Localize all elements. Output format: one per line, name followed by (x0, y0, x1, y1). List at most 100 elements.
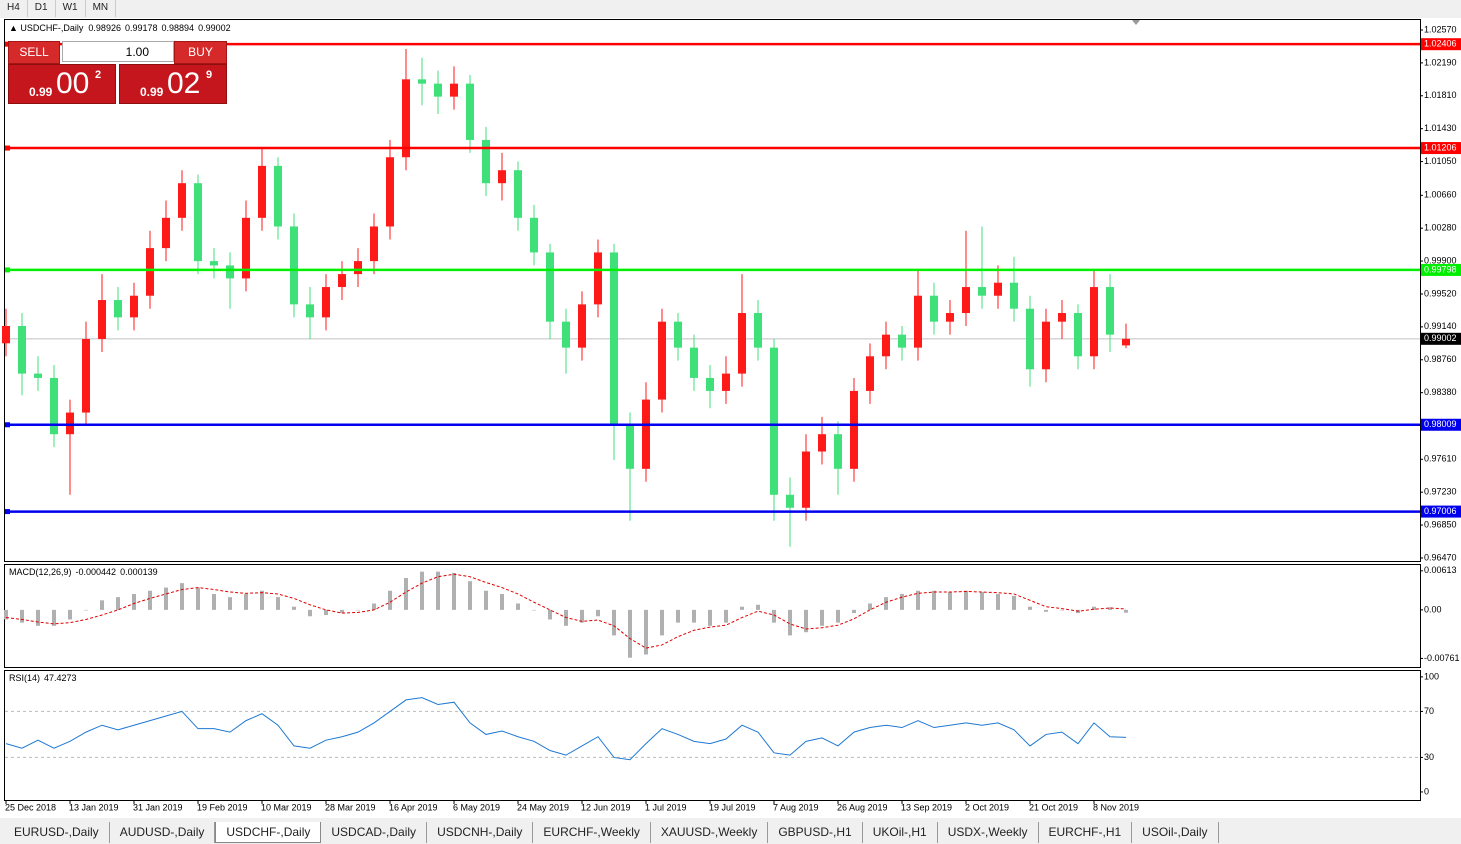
macd-signal-value: 0.000139 (120, 567, 158, 577)
x-tick-label: 24 May 2019 (517, 802, 569, 812)
chart-tab[interactable]: USDCHF-,Daily (215, 822, 322, 843)
timeframe-button[interactable]: D1 (28, 0, 56, 17)
macd-bar (1108, 607, 1112, 610)
macd-bar (1012, 595, 1016, 610)
chart-tab[interactable]: EURCHF-,Weekly (533, 822, 651, 843)
candle-body (370, 226, 378, 262)
candle-body (642, 399, 650, 469)
candle-body (786, 494, 794, 508)
macd-bar (900, 593, 904, 610)
candle-body (610, 252, 618, 426)
candle-body (754, 313, 762, 348)
chart-tab[interactable]: USOil-,Daily (1132, 822, 1219, 843)
chart-title: USDCHF-,Daily (20, 23, 84, 33)
level-label: 0.97006 (1424, 506, 1457, 516)
ohlc-low: 0.98894 (162, 23, 195, 33)
chart-tab[interactable]: UKOil-,H1 (862, 822, 938, 843)
buy-button[interactable]: BUY (174, 41, 227, 64)
macd-bar (276, 597, 280, 610)
macd-bar (228, 597, 232, 610)
ohlc-high: 0.99178 (125, 23, 158, 33)
price-point: 9 (206, 69, 213, 81)
chart-tab[interactable]: GBPUSD-,H1 (768, 822, 863, 843)
candle-body (18, 326, 26, 374)
macd-header: MACD(12,26,9) -0.000442 0.000139 (9, 567, 158, 577)
lot-input[interactable]: 1.00 (62, 41, 174, 62)
level-anchor (5, 509, 10, 515)
y-tick-label: 0.98760 (1424, 354, 1457, 364)
y-tick-label: 0.97610 (1424, 454, 1457, 464)
level-tag (1421, 505, 1461, 518)
chart-tab[interactable]: USDX-,Weekly (937, 822, 1039, 843)
macd-bar (516, 603, 520, 610)
main-panel (4, 19, 1421, 562)
macd-bar (692, 609, 696, 623)
chart-tab[interactable]: USDCNH-,Daily (427, 822, 534, 843)
x-tick-label: 2 Oct 2019 (965, 802, 1009, 812)
level-anchor (5, 41, 10, 47)
candle-body (450, 83, 458, 97)
candle-body (1010, 282, 1018, 309)
rsi-panel (4, 670, 1421, 801)
chart-tab[interactable]: AUDUSD-,Daily (109, 822, 216, 843)
chart-tab[interactable]: EURUSD-,Daily (4, 822, 110, 843)
candle-body (1058, 313, 1066, 322)
candle-body (1090, 287, 1098, 357)
candle-body (162, 217, 170, 249)
x-tick-label: 25 Dec 2018 (5, 802, 56, 812)
macd-bar (244, 593, 248, 610)
x-tick-label: 19 Feb 2019 (197, 802, 248, 812)
macd-bar (852, 609, 856, 614)
timeframe-button[interactable]: H4 (0, 0, 28, 17)
candle-body (178, 183, 186, 218)
x-tick-label: 10 Mar 2019 (261, 802, 312, 812)
candle-body (418, 79, 426, 84)
ohlc-close: 0.99002 (198, 23, 231, 33)
level-label: 1.01206 (1424, 142, 1457, 152)
sell-price[interactable]: 0.99 00 2 (8, 64, 116, 104)
macd-bar (500, 593, 504, 610)
candle-body (1122, 338, 1130, 346)
macd-bar (676, 609, 680, 623)
chart-header: ▲ USDCHF-,Daily 0.98926 0.99178 0.98894 0.99… (9, 23, 231, 33)
timeframe-button[interactable]: W1 (56, 0, 86, 17)
candle-body (946, 313, 954, 322)
ohlc-open: 0.98926 (88, 23, 121, 33)
x-tick-label: 8 Nov 2019 (1093, 802, 1139, 812)
macd-bar (548, 609, 552, 620)
macd-bar (596, 609, 600, 617)
candle-body (434, 83, 442, 97)
level-anchor (5, 267, 10, 273)
macd-bar (804, 609, 808, 633)
chart-tab[interactable]: XAUUSD-,Weekly (650, 822, 769, 843)
candle-body (34, 373, 42, 378)
macd-bar (820, 609, 824, 626)
y-tick-label: -0.00761 (1424, 653, 1460, 663)
macd-bar (340, 609, 344, 614)
timeframe-toolbar: H4 D1 W1 MN (0, 0, 117, 17)
macd-bar (484, 590, 488, 610)
sell-button[interactable]: SELL (8, 41, 60, 64)
y-tick-label: 0 (1424, 786, 1429, 796)
candle-body (1074, 313, 1082, 357)
macd-bar (1060, 609, 1064, 611)
candle-body (546, 252, 554, 322)
timeframe-button[interactable]: MN (86, 0, 117, 17)
macd-bar (660, 609, 664, 636)
macd-bar (580, 609, 584, 623)
candle-body (930, 295, 938, 322)
macd-bar (4, 609, 8, 620)
level-tag (1421, 418, 1461, 431)
buy-price[interactable]: 0.99 02 9 (119, 64, 227, 104)
y-tick-label: 1.01810 (1424, 90, 1457, 100)
chart-tab[interactable]: USDCAD-,Daily (321, 822, 428, 843)
macd-bar (100, 600, 104, 610)
level-anchor (5, 145, 10, 151)
price-point: 2 (95, 69, 102, 81)
chart-tab[interactable]: EURCHF-,H1 (1038, 822, 1133, 843)
candle-body (530, 217, 538, 253)
x-tick-label: 13 Sep 2019 (901, 802, 952, 812)
candle-body (562, 321, 570, 348)
level-label: 1.02406 (1424, 39, 1457, 49)
